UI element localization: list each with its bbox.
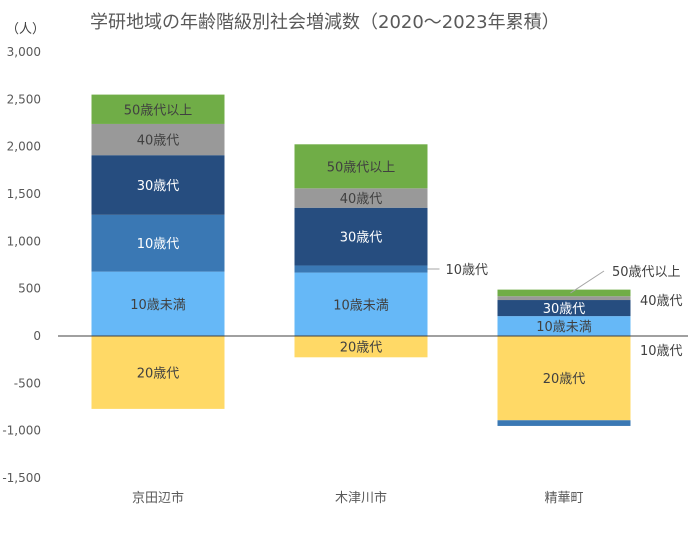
y-tick-label: 0: [33, 329, 41, 343]
callout-label: 10歳代: [640, 344, 683, 359]
y-tick-label: 2,500: [7, 92, 41, 106]
callout-leader-line: [570, 270, 605, 294]
bar-segment: [497, 420, 631, 426]
bar-segment: [497, 316, 631, 336]
y-tick-label: 3,000: [7, 45, 41, 59]
segment-label: 40歳代: [340, 192, 383, 207]
bar-segment: [497, 336, 631, 421]
segment-label: 20歳代: [137, 366, 180, 381]
bar-segment: [294, 207, 428, 266]
bar-segment: [294, 144, 428, 189]
segment-label: 10歳未満: [536, 320, 592, 335]
x-category-label: 精華町: [544, 491, 583, 506]
y-tick-label: -500: [14, 376, 41, 390]
bar-segment: [91, 271, 225, 336]
bar-segment: [91, 155, 225, 215]
bar-segment: [294, 265, 428, 273]
bar-segment: [497, 296, 631, 301]
segment-label: 30歳代: [543, 302, 586, 317]
bar-segment: [497, 289, 631, 297]
bar-segment: [294, 188, 428, 208]
y-tick-label: -1,500: [2, 471, 41, 485]
bar-segment: [294, 336, 428, 358]
unit-label: （人）: [6, 22, 46, 37]
y-tick-label: 2,000: [7, 140, 41, 154]
segment-label: 20歳代: [340, 341, 383, 356]
y-tick-label: -1,000: [2, 424, 41, 438]
callout-label: 50歳代以上: [612, 265, 681, 280]
bar-segment: [294, 272, 428, 336]
segment-label: 50歳代以上: [124, 103, 193, 118]
y-tick-label: 1,500: [7, 187, 41, 201]
bar-segment: [91, 94, 225, 124]
bar-segment: [497, 300, 631, 317]
x-category-label: 京田辺市: [132, 490, 184, 506]
segment-label: 10歳未満: [333, 298, 389, 313]
y-tick-label: 1,000: [7, 234, 41, 248]
callout-label: 10歳代: [446, 263, 489, 278]
bar-segment: [91, 214, 225, 272]
callout-label: 40歳代: [640, 294, 683, 309]
segment-label: 20歳代: [543, 372, 586, 387]
segment-label: 10歳未満: [130, 298, 186, 313]
segment-label: 10歳代: [137, 237, 180, 252]
segment-label: 30歳代: [340, 231, 383, 246]
chart-title: 学研地域の年齢階級別社会増減数（2020～2023年累積）: [90, 12, 560, 33]
bar-segment: [91, 123, 225, 156]
y-tick-label: 500: [18, 282, 41, 296]
segment-label: 40歳代: [137, 134, 180, 149]
bar-segment: [91, 336, 225, 409]
segment-label: 30歳代: [137, 179, 180, 194]
x-category-label: 木津川市: [335, 490, 387, 506]
segment-label: 50歳代以上: [327, 160, 396, 175]
